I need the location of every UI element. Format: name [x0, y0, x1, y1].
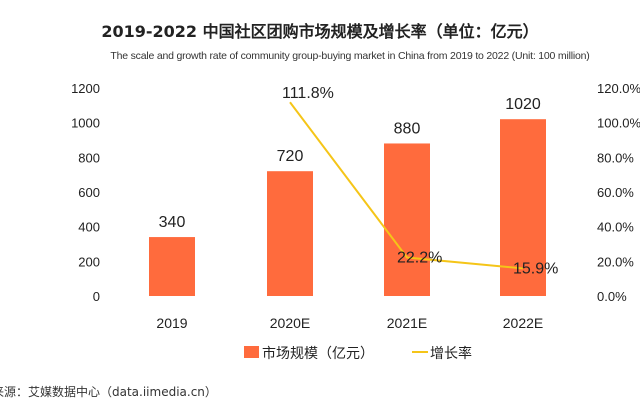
legend-bar-label: 市场规模（亿元） [262, 345, 374, 361]
x-tick-label: 2022E [503, 315, 543, 331]
y2-tick-label: 20.0% [597, 254, 634, 269]
y-tick-label: 1200 [71, 81, 100, 96]
bar-data-label: 340 [159, 214, 186, 231]
bar-data-label: 720 [277, 148, 304, 165]
y2-tick-label: 80.0% [597, 150, 634, 165]
x-tick-label: 2019 [156, 315, 187, 331]
y2-tick-label: 60.0% [597, 185, 634, 200]
line-data-label: 111.8% [282, 85, 334, 102]
legend-bar-swatch [244, 346, 259, 358]
chart-title: 2019-2022 中国社区团购市场规模及增长率（单位：亿元） [101, 22, 539, 41]
y-tick-label: 800 [78, 150, 100, 165]
source-note: 来源：艾媒数据中心（data.iimedia.cn） [0, 385, 217, 399]
y2-tick-label: 0.0% [597, 289, 627, 304]
x-tick-label: 2021E [387, 315, 427, 331]
bar [384, 143, 430, 296]
x-tick-label: 2020E [270, 315, 310, 331]
chart-subtitle: The scale and growth rate of community g… [110, 50, 590, 62]
line-data-label: 22.2% [397, 250, 442, 267]
bar-data-label: 880 [394, 120, 421, 137]
line-data-label: 15.9% [513, 260, 558, 277]
y2-tick-label: 100.0% [597, 116, 640, 131]
bar [267, 171, 313, 296]
y-tick-label: 400 [78, 220, 100, 235]
y-tick-label: 1000 [71, 116, 100, 131]
y2-tick-label: 40.0% [597, 220, 634, 235]
y-tick-label: 0 [93, 289, 100, 304]
legend-line-label: 增长率 [430, 345, 472, 361]
y-tick-label: 600 [78, 185, 100, 200]
y-tick-label: 200 [78, 254, 100, 269]
bar-data-label: 1020 [505, 96, 541, 113]
y2-tick-label: 120.0% [597, 81, 640, 96]
bar [149, 237, 195, 296]
